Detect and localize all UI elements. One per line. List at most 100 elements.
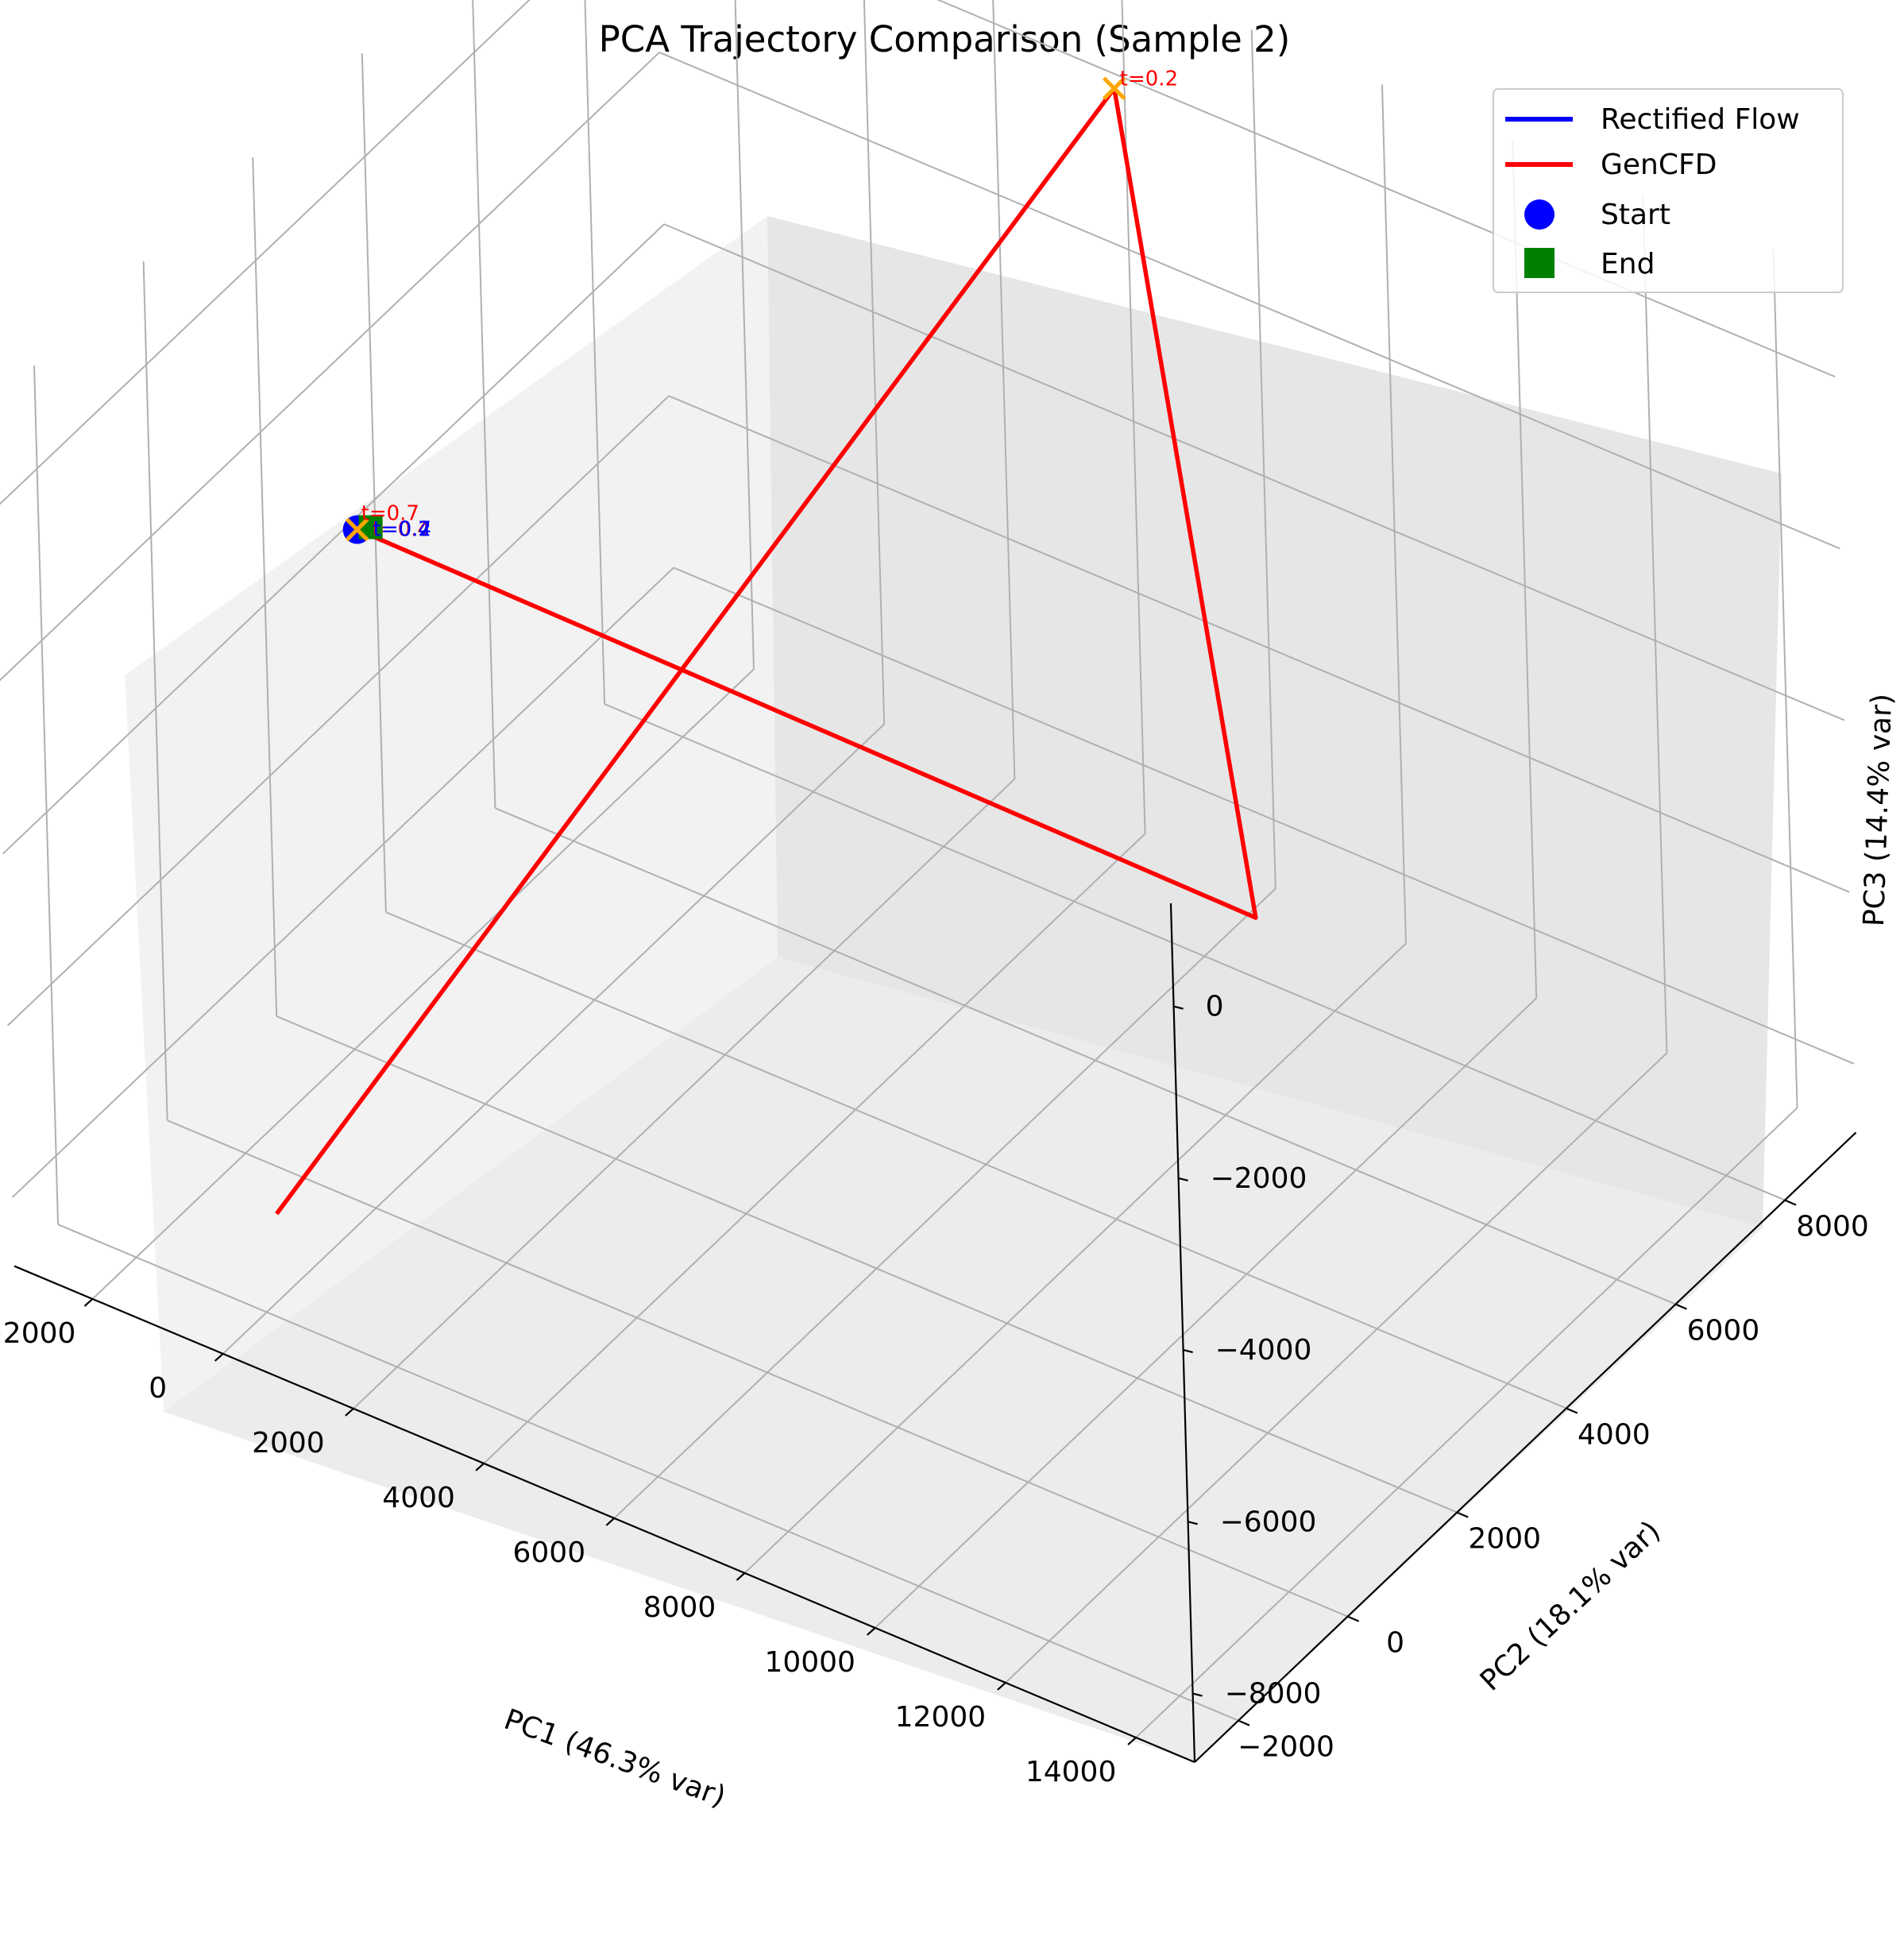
grid-line-y-floor xyxy=(57,1224,1239,1722)
grid-line-z-wall xyxy=(11,566,674,1198)
time-annotation: t=0.4 xyxy=(373,518,431,542)
y-tick xyxy=(1675,1303,1687,1310)
z-tick-label: −8000 xyxy=(1225,1678,1322,1711)
x-tick-label: 0 xyxy=(149,1372,167,1405)
grid-line-y-wall xyxy=(142,261,168,1121)
x-tick xyxy=(83,1298,94,1307)
grid-line-x-wall xyxy=(1121,0,1146,834)
axes: −2000 0 2000 4000 6000 8000 10000 12000 14000 −20… xyxy=(0,903,1869,1788)
x-tick-label: 14000 xyxy=(1025,1756,1117,1788)
orange-x-marker xyxy=(1103,76,1126,101)
grid-line-x-wall xyxy=(1250,29,1276,889)
x-marker-stroke xyxy=(345,517,369,542)
y-tick xyxy=(1456,1511,1469,1518)
x-axis-label: PC1 (46.3% var) xyxy=(500,1703,730,1814)
grid-line-y-wall xyxy=(584,0,606,705)
right-pane xyxy=(767,216,1782,1227)
x-tick-label: 12000 xyxy=(895,1701,987,1734)
plot-area: t=0.2t=0.7t=0.4t=0.2t=0.4t=0.7 xyxy=(275,67,1258,1216)
y-tick-label: 4000 xyxy=(1578,1419,1651,1452)
z-tick xyxy=(1173,1005,1184,1010)
z-tick xyxy=(1178,1177,1188,1181)
grid-line-y-floor xyxy=(276,1015,1458,1514)
x-tick xyxy=(345,1408,354,1417)
z-tick xyxy=(1183,1349,1193,1354)
grid-line-z-wall xyxy=(0,0,531,505)
x-marker-stroke xyxy=(1103,76,1126,101)
legend-rectified-flow-label: Rectified Flow xyxy=(1601,103,1800,136)
x-tick xyxy=(475,1463,485,1471)
x-tick-label: 4000 xyxy=(382,1482,455,1514)
grid-line-y-wall xyxy=(33,365,60,1225)
grid-line-y-floor xyxy=(385,911,1567,1409)
y-tick-label: 8000 xyxy=(1796,1211,1869,1243)
y-tick-label: 6000 xyxy=(1687,1315,1760,1347)
grid-line-x-wall xyxy=(863,0,886,725)
grid-line-y-floor xyxy=(604,703,1786,1201)
legend-end-label: End xyxy=(1601,248,1655,280)
x-axis-line xyxy=(14,1265,1195,1764)
grid-line-z-backwall xyxy=(937,0,1836,378)
y-tick-label: 2000 xyxy=(1468,1523,1541,1556)
grid-line-y-wall xyxy=(361,53,387,913)
x-tick xyxy=(866,1627,876,1636)
time-annotation: t=0.2 xyxy=(1120,67,1178,91)
gridlines xyxy=(0,0,1855,1738)
grid-line-x-floor xyxy=(1135,1107,1798,1738)
grid-line-z-wall xyxy=(6,395,670,1026)
z-tick xyxy=(1192,1692,1203,1697)
grid-line-y-wall xyxy=(472,0,496,809)
y-tick xyxy=(1566,1407,1578,1414)
grid-line-x-wall xyxy=(1772,249,1798,1108)
legend-gencfd-label: GenCFD xyxy=(1601,149,1717,181)
y-tick xyxy=(1784,1199,1797,1206)
y-axis-line xyxy=(1194,1131,1857,1763)
grid-line-z-wall xyxy=(0,52,660,682)
legend-start-marker xyxy=(1524,199,1554,230)
grid-line-x-wall xyxy=(992,0,1016,779)
x-tick xyxy=(1127,1737,1137,1745)
time-annotation: t=0.2 xyxy=(373,518,431,542)
floor-pane xyxy=(164,957,1763,1762)
z-tick-label: 0 xyxy=(1206,991,1224,1023)
y-tick xyxy=(1238,1719,1250,1726)
grid-line-x-floor xyxy=(875,997,1537,1629)
y-tick-label: 0 xyxy=(1386,1627,1404,1660)
grid-line-x-floor xyxy=(222,723,885,1355)
legend-box xyxy=(1493,88,1844,293)
x-tick xyxy=(214,1353,224,1362)
legend-end-marker xyxy=(1524,248,1554,278)
grid-line-x-floor xyxy=(743,942,1407,1574)
grid-line-x-floor xyxy=(483,833,1146,1464)
x-tick-label: 10000 xyxy=(764,1646,855,1679)
z-tick-label: −4000 xyxy=(1215,1334,1312,1367)
z-tick-label: −6000 xyxy=(1220,1506,1317,1538)
grid-line-x-floor xyxy=(1005,1052,1668,1684)
x-tick xyxy=(605,1517,616,1526)
grid-line-x-floor xyxy=(91,668,755,1300)
x-tick-label: 2000 xyxy=(252,1427,325,1459)
grid-line-z-backwall xyxy=(668,395,1850,893)
grid-line-z-wall xyxy=(2,223,665,855)
grid-line-x-wall xyxy=(1642,194,1668,1053)
chart-title: PCA Trajectory Comparison (Sample 2) xyxy=(599,18,1291,60)
x-tick xyxy=(736,1572,746,1581)
y-tick-label: −2000 xyxy=(1238,1731,1334,1764)
grid-line-y-wall xyxy=(252,157,278,1017)
grid-line-x-floor xyxy=(353,778,1016,1409)
z-tick xyxy=(1188,1521,1198,1525)
x-tick-label: 8000 xyxy=(643,1591,716,1624)
time-annotation: t=0.4 xyxy=(373,518,431,542)
time-annotation: t=0.7 xyxy=(373,518,431,542)
x-tick xyxy=(997,1682,1006,1691)
legend: Rectified Flow GenCFD Start End xyxy=(1493,88,1844,293)
z-axis-label: PC3 (14.4% var) xyxy=(1858,693,1898,927)
legend-start-label: Start xyxy=(1601,199,1670,231)
grid-line-x-wall xyxy=(1381,84,1407,944)
gencfd-trajectory xyxy=(275,86,1258,1216)
grid-line-x-floor xyxy=(613,887,1276,1519)
x-tick-label: 6000 xyxy=(512,1537,585,1569)
z-axis-line xyxy=(1169,903,1196,1763)
grid-line-z-backwall xyxy=(673,566,1855,1065)
